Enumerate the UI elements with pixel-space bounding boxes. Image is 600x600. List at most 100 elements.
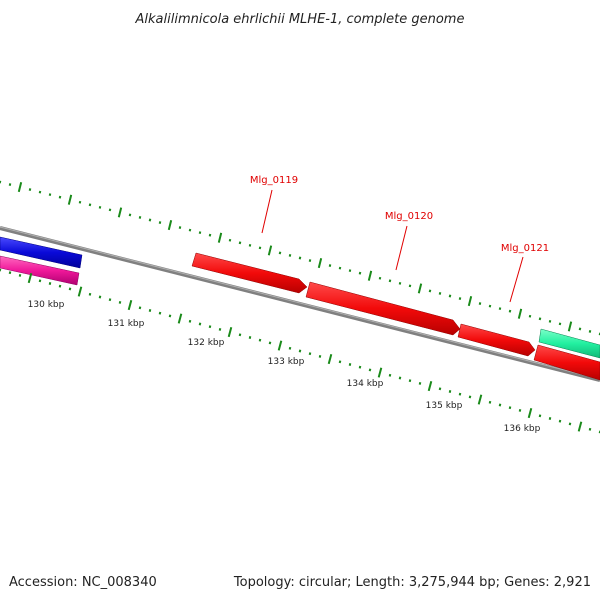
major-tick [327, 354, 333, 365]
gene-feature-mlg-0120[interactable] [305, 281, 461, 336]
minor-tick [288, 254, 292, 257]
minor-tick [448, 294, 452, 298]
tick-labels: 130 kbp 131 kbp 132 kbp 133 kbp 134 kbp … [28, 300, 541, 434]
minor-tick [98, 295, 102, 299]
label-leader-mlg-0120 [395, 225, 408, 271]
minor-tick [188, 228, 192, 232]
minor-tick [8, 183, 12, 186]
minor-tick [418, 381, 422, 385]
minor-tick [328, 264, 332, 268]
genome-backbone-highlight [0, 226, 600, 380]
minor-tick [28, 188, 32, 192]
minor-tick [398, 376, 402, 380]
gene-label-mlg-0120: Mlg_0120 [385, 211, 433, 222]
major-tick [17, 181, 23, 193]
minor-tick [208, 325, 212, 329]
minor-tick [188, 319, 192, 323]
minor-tick [368, 368, 372, 372]
minor-tick [548, 417, 552, 420]
minor-tick [88, 292, 92, 296]
minor-tick [488, 304, 492, 308]
minor-tick [308, 259, 312, 262]
minor-tick [288, 346, 292, 350]
major-tick [377, 367, 383, 378]
minor-tick [128, 213, 132, 217]
major-tick [277, 340, 283, 351]
minor-tick [8, 271, 12, 275]
minor-tick [438, 292, 442, 295]
minor-tick [458, 297, 462, 300]
minor-tick [108, 298, 112, 302]
outer-tick-ring [0, 180, 600, 336]
minor-tick [508, 309, 512, 313]
gene-feature-pink[interactable] [0, 255, 80, 286]
major-tick [167, 219, 173, 231]
major-tick [67, 194, 73, 205]
minor-tick [68, 287, 72, 291]
minor-tick [298, 349, 302, 353]
gene-feature-blue[interactable] [0, 236, 83, 269]
minor-tick [258, 246, 262, 250]
major-tick [177, 313, 183, 324]
gene-label-mlg-0119: Mlg_0119 [250, 175, 298, 186]
minor-tick [508, 406, 512, 410]
minor-tick [138, 306, 142, 310]
minor-tick [148, 218, 152, 222]
major-tick [77, 286, 83, 297]
minor-tick [238, 333, 242, 337]
minor-tick [228, 238, 232, 242]
major-tick [317, 257, 323, 269]
minor-tick [48, 282, 52, 285]
gene-feature-mlg-0119[interactable] [191, 252, 308, 294]
minor-tick [38, 279, 42, 283]
gene-feature-green[interactable] [538, 328, 600, 359]
major-tick [367, 270, 373, 281]
tick-label: 132 kbp [188, 338, 225, 348]
minor-tick [308, 352, 312, 356]
major-tick [567, 321, 573, 332]
minor-tick [158, 221, 162, 224]
minor-tick [218, 327, 222, 331]
minor-tick [358, 271, 362, 275]
tick-label: 130 kbp [28, 300, 65, 310]
minor-tick [238, 241, 242, 245]
major-tick [417, 283, 423, 294]
major-tick [217, 232, 223, 243]
minor-tick [498, 307, 502, 311]
tick-label: 134 kbp [347, 379, 384, 389]
minor-tick [108, 208, 112, 212]
genome-summary-text: Topology: circular; Length: 3,275,944 bp… [233, 575, 591, 590]
minor-tick [118, 300, 122, 304]
major-tick [227, 327, 233, 338]
minor-tick [498, 403, 502, 407]
minor-tick [588, 427, 592, 431]
genome-backbone [0, 226, 600, 382]
minor-tick [488, 400, 492, 404]
minor-tick [388, 373, 392, 377]
minor-tick [568, 422, 572, 426]
minor-tick [398, 281, 402, 285]
minor-tick [428, 289, 432, 293]
gene-feature-red-right[interactable] [533, 344, 600, 381]
minor-tick [548, 319, 552, 323]
minor-tick [58, 195, 62, 199]
minor-tick [208, 233, 212, 237]
minor-tick [268, 341, 272, 345]
inner-tick-ring [0, 268, 600, 434]
minor-tick [318, 354, 322, 358]
minor-tick [48, 193, 52, 197]
major-tick [577, 421, 583, 432]
tick-label: 133 kbp [268, 357, 305, 367]
minor-tick [558, 419, 562, 423]
minor-tick [168, 314, 172, 318]
minor-tick [348, 269, 352, 273]
gene-features [0, 236, 600, 381]
minor-tick [408, 284, 412, 288]
label-leader-mlg-0121 [509, 256, 524, 303]
major-tick [427, 381, 433, 392]
minor-tick [198, 231, 202, 235]
minor-tick [148, 309, 152, 312]
gene-feature-mlg-0121[interactable] [457, 323, 536, 357]
minor-tick [378, 276, 382, 280]
